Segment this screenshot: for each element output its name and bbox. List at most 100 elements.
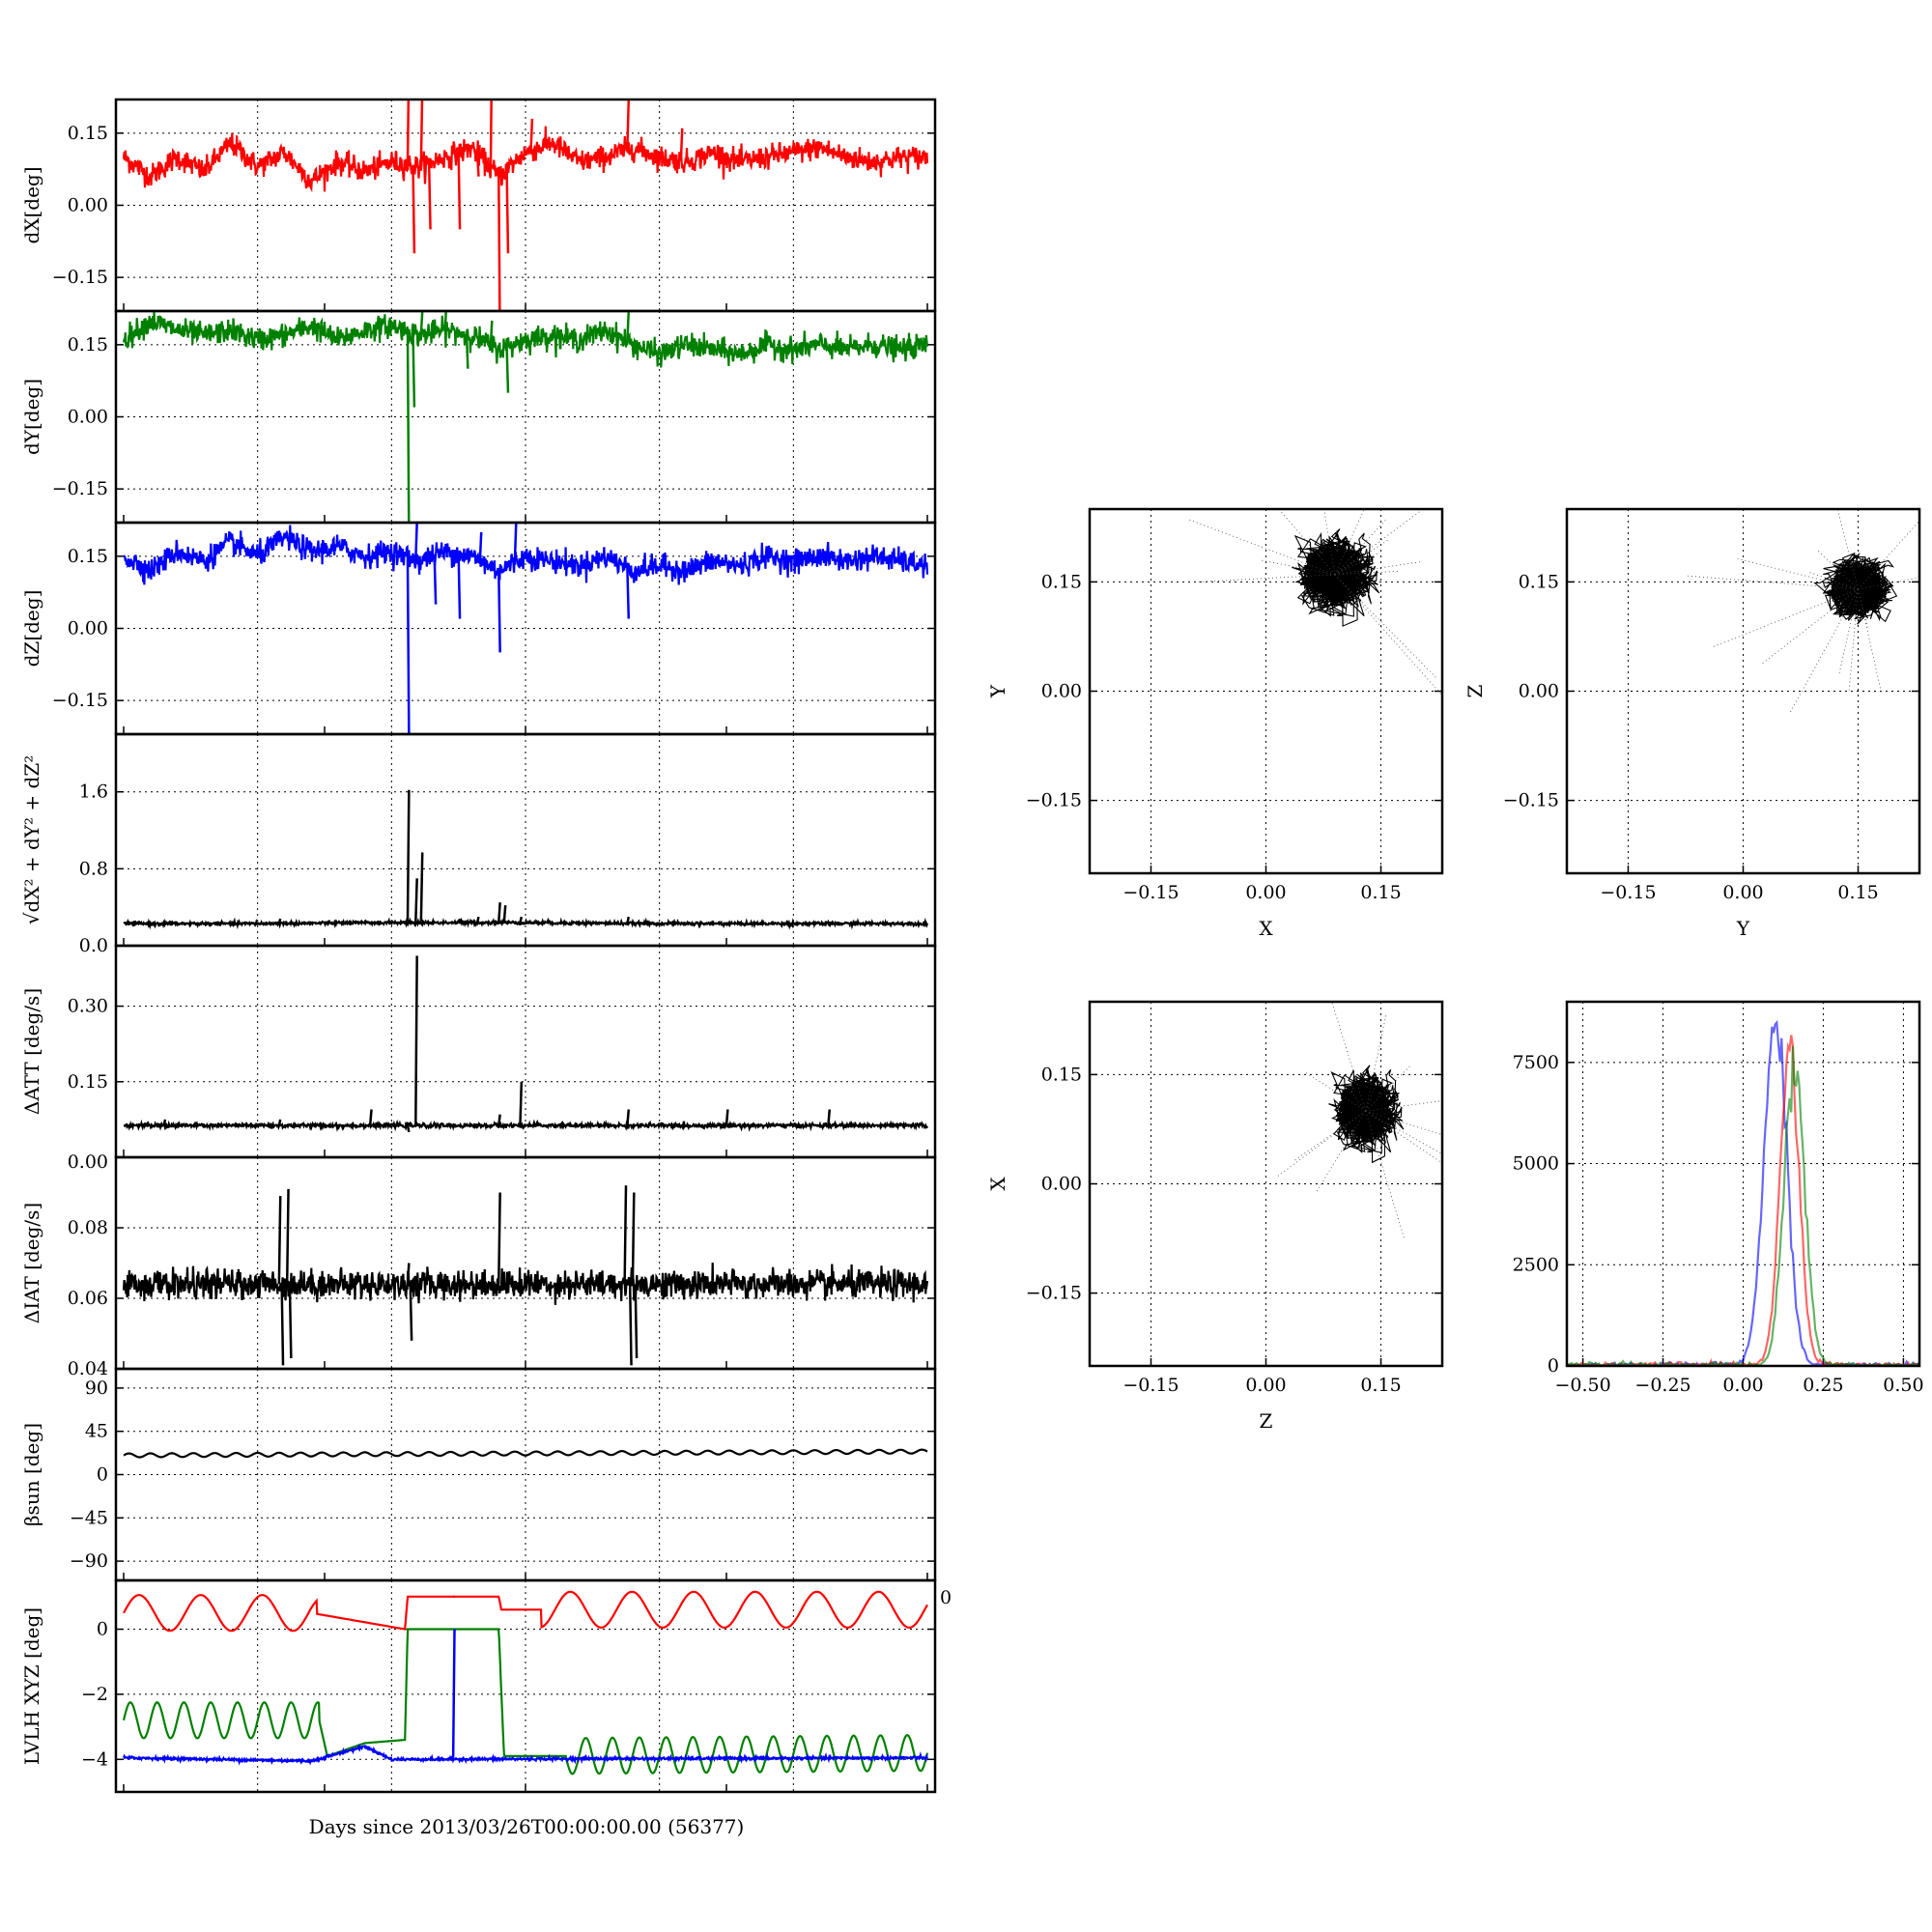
- scatter_xy-xtick-label: 0.00: [1245, 882, 1286, 903]
- diat-spike: [277, 1196, 282, 1285]
- scatter_yz-xlabel: Y: [1736, 917, 1750, 940]
- dz-spike: [433, 554, 438, 605]
- dz-spike: [406, 556, 411, 734]
- norm-spike: [406, 789, 411, 923]
- norm-spike: [475, 916, 480, 923]
- scatter_xy-excursion: [1323, 509, 1336, 575]
- dy-ytick-label: 0.00: [68, 407, 108, 428]
- beta-ytick-label: 0: [97, 1464, 108, 1486]
- dx-series-line-0: [122, 126, 929, 193]
- beta-ytick-label: −45: [70, 1507, 108, 1528]
- time-axis-label: Days since 2013/03/26T00:00:00.00 (56377…: [309, 1815, 745, 1838]
- scatter_xy-xtick-label: 0.15: [1360, 882, 1401, 903]
- histogram-ytick-label: 0: [1548, 1355, 1559, 1377]
- datt-spike: [277, 1119, 282, 1126]
- scatter_xy-xlabel: X: [1259, 917, 1273, 940]
- histogram-xtick-label: 0.50: [1883, 1375, 1923, 1396]
- scatter_xy-xtick-label: −0.15: [1122, 882, 1179, 903]
- panels-layer: −0.150.000.15dX[deg]−0.150.000.15dY[deg]…: [20, 98, 1924, 1794]
- dy-spike: [465, 333, 469, 369]
- scatter_zx-trajectory: [1328, 1065, 1405, 1164]
- scatter_yz-excursion: [1713, 588, 1859, 648]
- diat-spike: [634, 1284, 639, 1359]
- panel-scatter_zx: −0.15 0.00 0.15 −0.15 0.00 0.15 Z X: [986, 1000, 1444, 1433]
- scatter_yz-ytick-label: 0.00: [1519, 681, 1559, 702]
- panel-lvlh: −4 −2 0 LVLH XYZ [deg]: [20, 1578, 937, 1794]
- dy-spike: [406, 330, 411, 523]
- dy-ylabel: dY[deg]: [20, 379, 43, 455]
- datt-ylabel: ΔATT [deg/s]: [20, 988, 43, 1115]
- dz-ylabel: dZ[deg]: [20, 590, 43, 668]
- histogram-ytick-label: 7500: [1513, 1052, 1559, 1073]
- dx-ylabel: dX[deg]: [20, 166, 43, 243]
- histogram-xtick-label: 0.25: [1803, 1375, 1843, 1396]
- scatter_xy-ytick-label: 0.15: [1041, 571, 1082, 592]
- dx-spike: [412, 165, 416, 254]
- dx-ytick-label: 0.15: [68, 123, 108, 144]
- dz-spike: [478, 531, 483, 561]
- norm-spike: [414, 878, 418, 923]
- histogram-frame: [1565, 1000, 1921, 1368]
- datt-spike: [724, 1109, 729, 1126]
- norm-spike: [497, 902, 501, 923]
- dy-spike: [412, 332, 416, 408]
- diat-spike: [288, 1284, 293, 1359]
- lvlh-series-line-2: [122, 1743, 929, 1766]
- norm-spike: [457, 918, 462, 923]
- scatter_yz-xtick-label: −0.15: [1600, 882, 1656, 903]
- scatter_xy-ytick-label: 0.00: [1041, 681, 1082, 702]
- scatter_xy-excursion: [1334, 552, 1380, 576]
- histogram-xtick-label: 0.00: [1722, 1375, 1763, 1396]
- datt-spike: [827, 1109, 832, 1126]
- dx-ytick-label: 0.00: [68, 195, 108, 216]
- datt-spike: [626, 1109, 631, 1126]
- scatter_xy-excursion: [1334, 570, 1399, 576]
- bottom-right-tick-label: 0: [940, 1587, 952, 1608]
- norm-ytick-label: 0.8: [79, 858, 108, 879]
- dx-spike: [489, 99, 493, 168]
- beta-series-line-0: [123, 1448, 928, 1459]
- scatter_yz-excursion: [1761, 588, 1859, 665]
- dx-spike: [497, 176, 501, 311]
- diat-spike: [285, 1188, 290, 1285]
- scatter_xy-ytick-label: −0.15: [1026, 790, 1082, 811]
- scatter_yz-xtick-label: 0.00: [1722, 882, 1763, 903]
- panel-scatter_yz: −0.15 0.00 0.15 −0.15 0.00 0.15 Y Z: [1463, 507, 1921, 940]
- panel-diat: 0.04 0.06 0.08 ΔIAT [deg/s]: [20, 1155, 937, 1379]
- diat-spike: [409, 1284, 413, 1341]
- scatter_zx-excursion: [1365, 1071, 1381, 1112]
- overlap-tick-label: 0.00: [68, 1151, 108, 1173]
- lvlh-frame: [114, 1578, 937, 1794]
- dx-spike: [475, 153, 480, 177]
- datt-spike: [406, 1124, 411, 1133]
- scatter_xy-trajectory: [1292, 528, 1380, 627]
- scatter_xy-frame: [1088, 507, 1444, 875]
- scatter_zx-excursion: [1331, 1002, 1367, 1112]
- histogram-ytick-label: 5000: [1513, 1153, 1559, 1175]
- norm-spike: [277, 918, 282, 924]
- scatter_yz-trajectory: [1813, 552, 1898, 625]
- histogram-xtick-label: −0.50: [1554, 1375, 1610, 1396]
- dz-spike: [513, 523, 518, 562]
- dz-spike: [457, 554, 462, 619]
- datt-spike: [519, 1081, 524, 1126]
- scatter_yz-excursion: [1808, 572, 1859, 590]
- dz-series-line-0: [123, 525, 929, 585]
- scatter_zx-excursion: [1365, 1110, 1442, 1164]
- norm-spike: [519, 916, 524, 923]
- norm-spike: [626, 916, 630, 924]
- scatter_yz-frame: [1565, 507, 1921, 875]
- diat-spike: [497, 1192, 501, 1285]
- norm-ytick-label: 0.0: [79, 935, 108, 956]
- norm-series-line-0: [123, 917, 929, 930]
- datt-ytick-label: 0.15: [68, 1071, 108, 1093]
- datt-spike: [497, 1114, 501, 1126]
- dy-spike: [505, 346, 510, 393]
- dx-spike: [626, 99, 631, 150]
- dz-spike: [497, 570, 501, 653]
- diat-spike: [406, 1263, 411, 1285]
- beta-ytick-label: −90: [70, 1550, 108, 1572]
- dz-ytick-label: −0.15: [52, 690, 108, 711]
- datt-spike: [162, 1119, 167, 1126]
- scatter_zx-excursion: [1365, 1110, 1406, 1240]
